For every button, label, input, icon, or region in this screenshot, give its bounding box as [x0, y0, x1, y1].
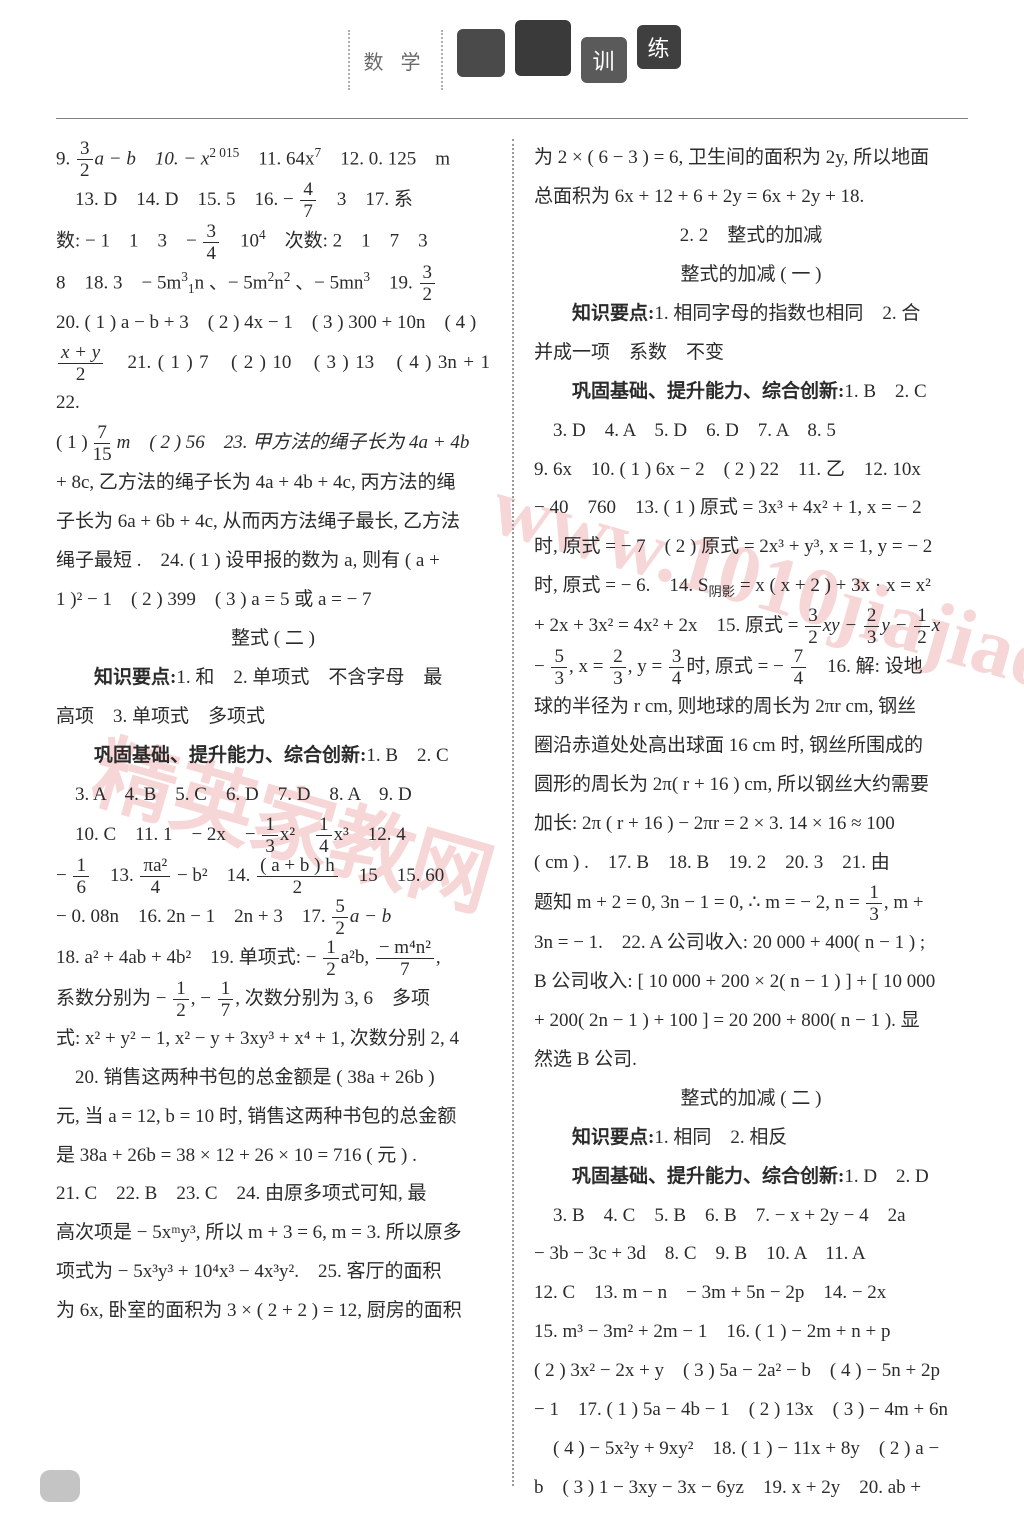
line: 巩固基础、提升能力、综合创新:1. D 2. D	[534, 1158, 968, 1197]
line: − 40 760 13. ( 1 ) 原式 = 3x³ + 4x² + 1, x…	[534, 489, 968, 528]
content-area: 9. 32a − b 10. − x2 015 11. 64x7 12. 0. …	[56, 118, 968, 1486]
line: 绳子最短 . 24. ( 1 ) 设甲报的数为 a, 则有 ( a +	[56, 542, 490, 581]
line: 3. B 4. C 5. B 6. B 7. − x + 2y − 4 2a	[534, 1197, 968, 1236]
line: 8 18. 3 − 5m31n 、− 5m2n2 、− 5mn3 19. 32	[56, 263, 490, 304]
line: x + y2 21. ( 1 ) 7 ( 2 ) 10 ( 3 ) 13 ( 4…	[56, 343, 490, 423]
line: − 1 17. ( 1 ) 5a − 4b − 1 ( 2 ) 13x ( 3 …	[534, 1391, 968, 1430]
left-column: 9. 32a − b 10. − x2 015 11. 64x7 12. 0. …	[56, 119, 512, 1486]
line: 然选 B 公司.	[534, 1041, 968, 1080]
line: 式: x² + y² − 1, x² − y + 3xy³ + x⁴ + 1, …	[56, 1020, 490, 1059]
line: 元, 当 a = 12, b = 10 时, 销售这两种书包的总金额	[56, 1098, 490, 1137]
line: 巩固基础、提升能力、综合创新:1. B 2. C	[56, 737, 490, 776]
line: 并成一项 系数 不变	[534, 334, 968, 373]
section-subtitle: 整式的加减 ( 二 )	[534, 1080, 968, 1119]
line: 圆形的周长为 2π( r + 16 ) cm, 所以钢丝大约需要	[534, 766, 968, 805]
line: + 8c, 乙方法的绳子长为 4a + 4b + 4c, 丙方法的绳	[56, 464, 490, 503]
line: 高次项是 − 5xᵐy³, 所以 m + 3 = 6, m = 3. 所以原多	[56, 1214, 490, 1253]
line: 15. m³ − 3m² + 2m − 1 16. ( 1 ) − 2m + n…	[534, 1313, 968, 1352]
section-subtitle: 整式的加减 ( 一 )	[534, 256, 968, 295]
line: 10. C 11. 1 − 2x − 13x² 14x³ 12. 4	[56, 815, 490, 856]
line: 高项 3. 单项式 多项式	[56, 698, 490, 737]
line: 巩固基础、提升能力、综合创新:1. B 2. C	[534, 373, 968, 412]
line: 数: − 1 1 3 − 34 104 次数: 2 1 7 3	[56, 221, 490, 262]
line: 系数分别为 − 12, − 17, 次数分别为 3, 6 多项	[56, 979, 490, 1020]
section-title: 2. 2 整式的加减	[534, 217, 968, 256]
line: 3. A 4. B 5. C 6. D 7. D 8. A 9. D	[56, 776, 490, 815]
header-divider	[348, 30, 350, 90]
line: ( 2 ) 3x² − 2x + y ( 3 ) 5a − 2a² − b ( …	[534, 1352, 968, 1391]
line: 球的半径为 r cm, 则地球的周长为 2πr cm, 钢丝	[534, 688, 968, 727]
header-divider	[441, 30, 443, 90]
line: 3n = − 1. 22. A 公司收入: 20 000 + 400( n − …	[534, 924, 968, 963]
line: 1 )² − 1 ( 2 ) 399 ( 3 ) a = 5 或 a = − 7	[56, 581, 490, 620]
page-marker	[40, 1470, 80, 1502]
line: − 0. 08n 16. 2n − 1 2n + 3 17. 52a − b	[56, 897, 490, 938]
line: B 公司收入: [ 10 000 + 200 × 2( n − 1 ) ] + …	[534, 963, 968, 1002]
line: + 200( 2n − 1 ) + 100 ] = 20 200 + 800( …	[534, 1002, 968, 1041]
line: 21. C 22. B 23. C 24. 由原多项式可知, 最	[56, 1175, 490, 1214]
column-divider	[512, 139, 514, 1486]
line: 9. 32a − b 10. − x2 015 11. 64x7 12. 0. …	[56, 139, 490, 180]
line: + 2x + 3x² = 4x² + 2x 15. 原式 = 32xy − 23…	[534, 606, 968, 647]
header-block-c: 训	[581, 37, 627, 83]
line: 知识要点:1. 相同 2. 相反	[534, 1119, 968, 1158]
line: 9. 6x 10. ( 1 ) 6x − 2 ( 2 ) 22 11. 乙 12…	[534, 451, 968, 490]
line: b ( 3 ) 1 − 3xy − 3x − 6yz 19. x + 2y 20…	[534, 1469, 968, 1508]
header-block-a	[457, 29, 505, 77]
line: 子长为 6a + 6b + 4c, 从而丙方法绳子最长, 乙方法	[56, 503, 490, 542]
line: 18. a² + 4ab + 4b² 19. 单项式: − 12a²b, − m…	[56, 938, 490, 979]
line: ( 1 )715m ( 2 ) 56 23. 甲方法的绳子长为 4a + 4b	[56, 423, 490, 464]
subject-label: 数 学	[364, 46, 427, 75]
line: 加长: 2π ( r + 16 ) − 2πr = 2 × 3. 14 × 16…	[534, 805, 968, 844]
line: 3. D 4. A 5. D 6. D 7. A 8. 5	[534, 412, 968, 451]
line: 12. C 13. m − n − 3m + 5n − 2p 14. − 2x	[534, 1274, 968, 1313]
line: 知识要点:1. 和 2. 单项式 不含字母 最	[56, 659, 490, 698]
line: − 16 13. πa²4 − b² 14. ( a + b ) h2 15 1…	[56, 856, 490, 897]
line: − 53, x = 23, y = 34时, 原式 = − 74 16. 解: …	[534, 647, 968, 688]
page-header: 数 学 训 练	[0, 24, 1024, 96]
line: − 3b − 3c + 3d 8. C 9. B 10. A 11. A	[534, 1235, 968, 1274]
line: 题知 m + 2 = 0, 3n − 1 = 0, ∴ m = − 2, n =…	[534, 883, 968, 924]
line: 总面积为 6x + 12 + 6 + 2y = 6x + 2y + 18.	[534, 178, 968, 217]
header-block-d: 练	[637, 25, 681, 69]
header-block-b	[515, 20, 571, 76]
line: 时, 原式 = − 6. 14. S阴影 = x ( x + 2 ) + 3x …	[534, 567, 968, 606]
line: 20. ( 1 ) a − b + 3 ( 2 ) 4x − 1 ( 3 ) 3…	[56, 304, 490, 343]
right-column: 为 2 × ( 6 − 3 ) = 6, 卫生间的面积为 2y, 所以地面 总面…	[512, 119, 968, 1486]
line: 知识要点:1. 相同字母的指数也相同 2. 合	[534, 295, 968, 334]
line: 为 6x, 卧室的面积为 3 × ( 2 + 2 ) = 12, 厨房的面积	[56, 1292, 490, 1331]
line: 20. 销售这两种书包的总金额是 ( 38a + 26b )	[56, 1059, 490, 1098]
line: 是 38a + 26b = 38 × 12 + 26 × 10 = 716 ( …	[56, 1137, 490, 1176]
line: 时, 原式 = − 7 ( 2 ) 原式 = 2x³ + y³, x = 1, …	[534, 528, 968, 567]
line: 圈沿赤道处处高出球面 16 cm 时, 钢丝所围成的	[534, 727, 968, 766]
section-title: 整式 ( 二 )	[56, 620, 490, 659]
line: ( 4 ) − 5x²y + 9xy² 18. ( 1 ) − 11x + 8y…	[534, 1430, 968, 1469]
line: 13. D 14. D 15. 5 16. − 47 3 17. 系	[56, 180, 490, 221]
line: 为 2 × ( 6 − 3 ) = 6, 卫生间的面积为 2y, 所以地面	[534, 139, 968, 178]
line: ( cm ) . 17. B 18. B 19. 2 20. 3 21. 由	[534, 844, 968, 883]
line: 项式为 − 5x³y³ + 10⁴x³ − 4x³y². 25. 客厅的面积	[56, 1253, 490, 1292]
